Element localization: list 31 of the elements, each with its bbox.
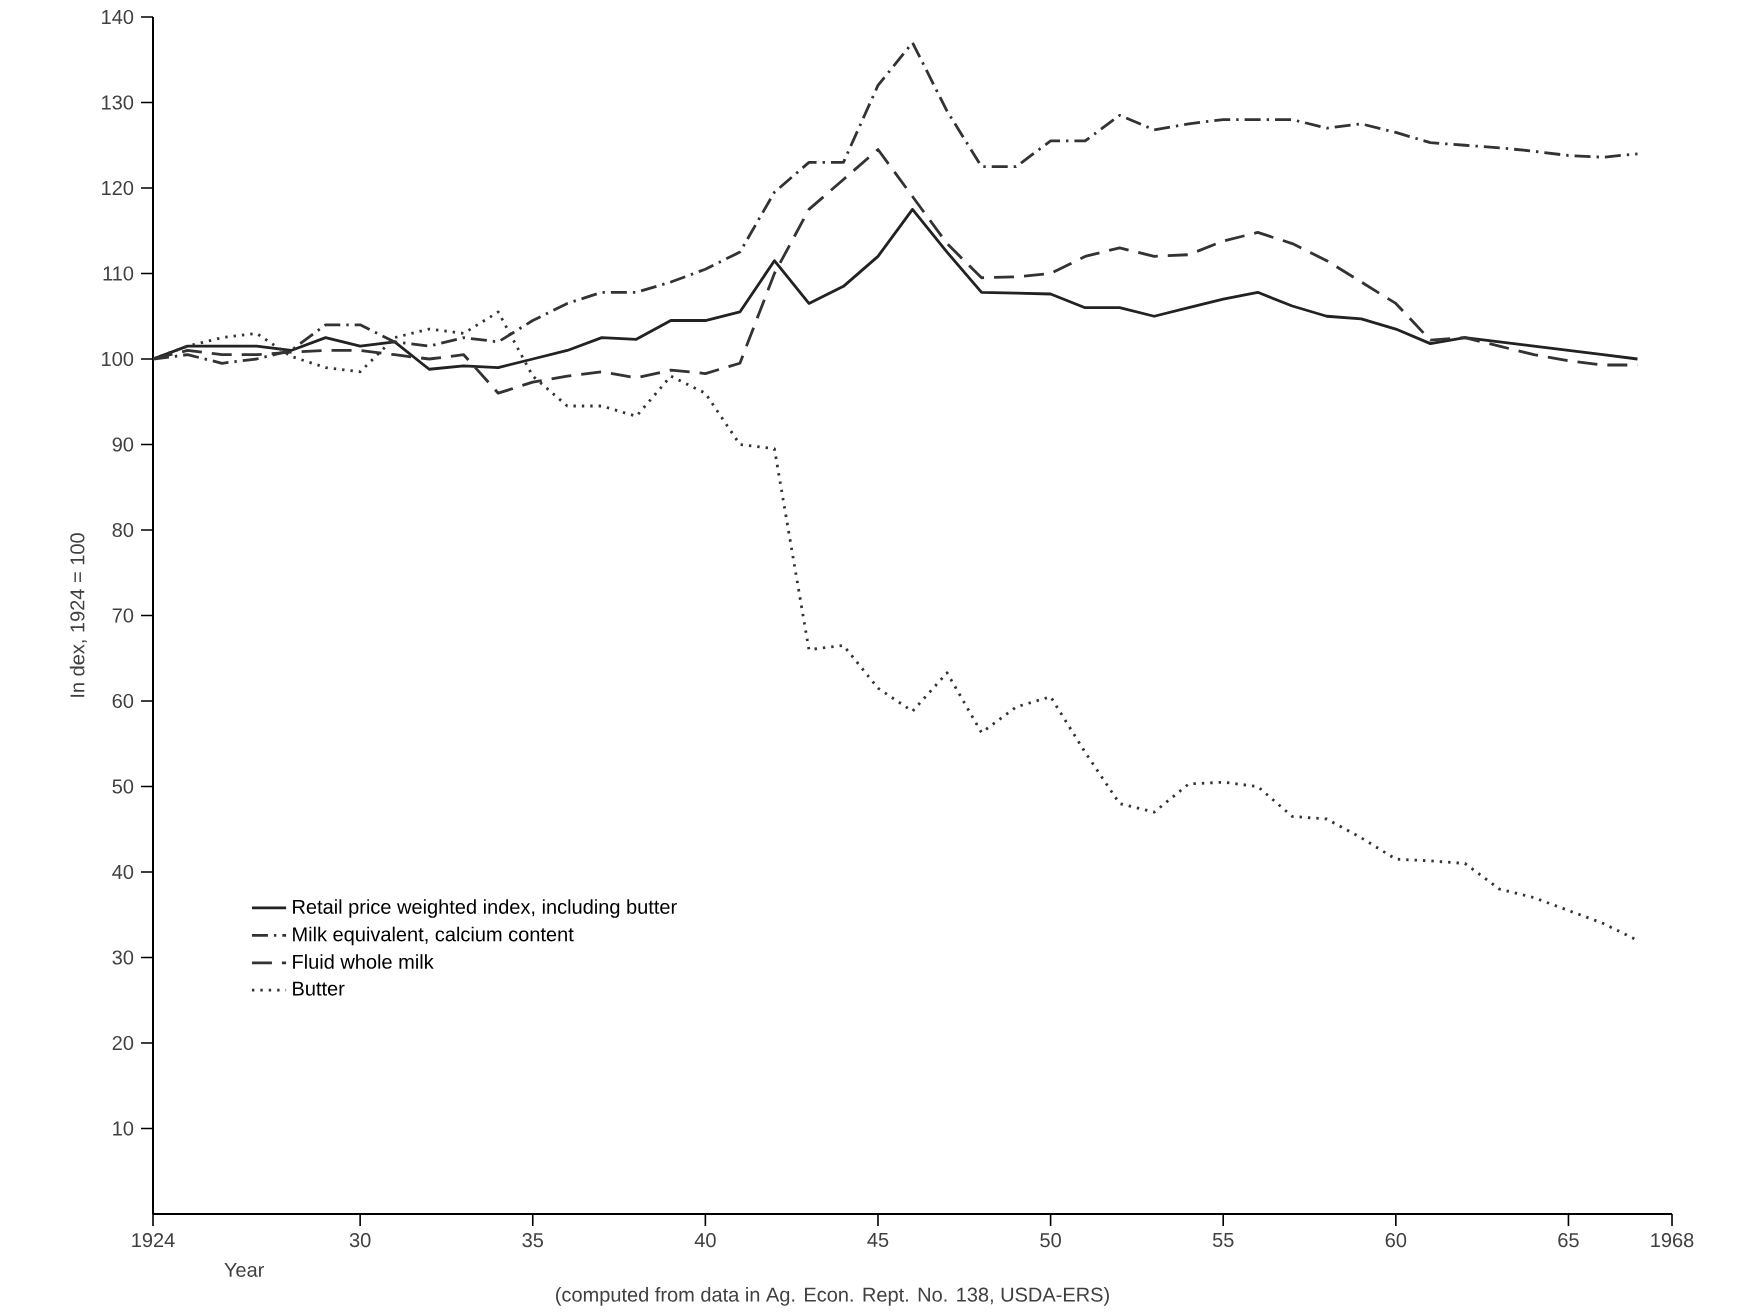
y-tick-label: 10 (113, 1121, 134, 1136)
y-tick-label: 30 (112, 950, 134, 965)
x-tick-label: 45 (867, 1233, 889, 1248)
x-tick-label: 55 (1212, 1233, 1234, 1248)
y-tick-label: 130 (102, 95, 134, 110)
y-tick-label: 50 (112, 779, 134, 794)
x-tick-label: 1968 (1651, 1233, 1694, 1248)
y-tick-label: 140 (102, 9, 134, 25)
x-axis-title: Year (224, 1262, 265, 1277)
y-tick-label: 80 (112, 522, 134, 538)
y-tick-label: 40 (112, 864, 134, 880)
x-tick-label: 30 (349, 1233, 371, 1248)
y-tick-label: 110 (103, 266, 134, 281)
y-tick-label: 90 (112, 437, 134, 452)
y-tick-label: 120 (102, 180, 134, 196)
legend-label: Retail price weighted index, including butter (293, 899, 677, 918)
y-axis-title: In dex, 1924 = 100 (69, 533, 87, 697)
x-tick-label: 60 (1385, 1233, 1407, 1248)
y-tick-label: 20 (112, 1035, 134, 1051)
y-tick-label: 100 (102, 351, 134, 367)
text: (computed from data in Ag. Econ. Rept. No. 138, USDA-ERS) (556, 1287, 1109, 1306)
x-tick-label: 1924 (132, 1233, 175, 1248)
x-tick-label: 35 (522, 1233, 544, 1248)
legend-label: Milk equivalent, calcium content (293, 926, 574, 946)
legend-label: Fluid whole milk (293, 954, 434, 969)
x-tick-label: 65 (1558, 1233, 1579, 1248)
y-tick-label: 60 (112, 693, 134, 709)
y-tick-label: 70 (112, 608, 134, 623)
x-tick-label: 40 (694, 1233, 716, 1248)
legend-label: Butter (293, 981, 345, 996)
x-tick-label: 50 (1040, 1233, 1061, 1248)
